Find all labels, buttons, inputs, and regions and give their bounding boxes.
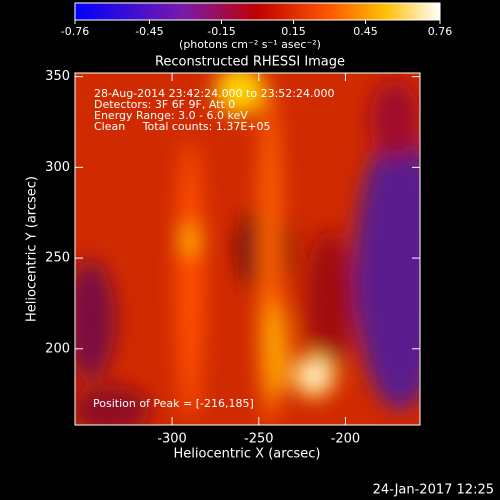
- colorbar-tick-label: 0.76: [428, 25, 453, 38]
- chart-title: Reconstructed RHESSI Image: [155, 55, 345, 70]
- colorbar: [74, 2, 441, 21]
- y-tick-label: 350: [45, 69, 70, 84]
- colorbar-tick-label: 0.15: [281, 25, 306, 38]
- y-tick-label: 200: [45, 341, 70, 356]
- footer: 24-Jan-2017 12:25: [373, 483, 494, 498]
- y-axis-label: Heliocentric Y (arcsec): [25, 176, 40, 322]
- x-axis-label: Heliocentric X (arcsec): [174, 447, 321, 462]
- annotation: Energy Range: 3.0 - 6.0 keV: [94, 109, 248, 122]
- annotation: Detectors: 3F 6F 9F, Att 0: [94, 98, 235, 111]
- colorbar-tick-label: 0.45: [353, 25, 378, 38]
- peak-label: Position of Peak = [-216,185]: [93, 397, 254, 410]
- annotation: 28-Aug-2014 23:42:24.000 to 23:52:24.000: [94, 87, 335, 100]
- colorbar-label: (photons cm⁻² s⁻¹ asec⁻²): [179, 38, 321, 51]
- colorbar-tick-label: -0.15: [207, 25, 235, 38]
- plot-frame: [74, 72, 421, 426]
- x-tick-label: -250: [244, 432, 274, 447]
- y-tick-label: 250: [45, 251, 70, 266]
- annotation: Clean Total counts: 1.37E+05: [94, 120, 271, 133]
- colorbar-tick-label: -0.76: [61, 25, 89, 38]
- colorbar-tick-label: -0.45: [135, 25, 163, 38]
- heatmap-image: [75, 73, 420, 425]
- x-tick-label: -200: [331, 432, 361, 447]
- y-tick-label: 300: [45, 160, 70, 175]
- x-tick-label: -300: [157, 432, 187, 447]
